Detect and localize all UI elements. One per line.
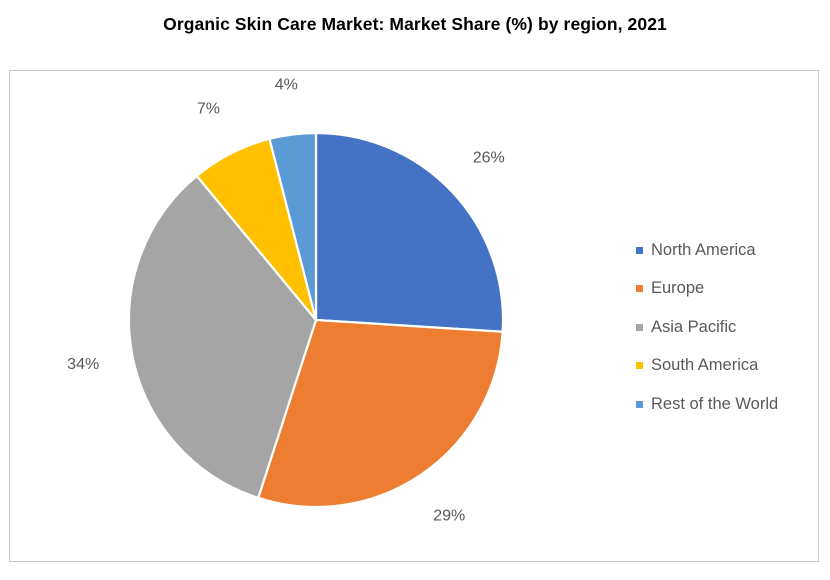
data-label-north-america: 26%	[473, 149, 505, 166]
data-label-europe: 29%	[433, 508, 465, 525]
pie-slice-rest-of-the-world	[268, 131, 318, 322]
legend-item-asia-pacific: Asia Pacific	[636, 308, 778, 347]
pie-slice-north-america	[314, 131, 505, 333]
pie-slice-asia-pacific	[127, 174, 318, 499]
legend-item-north-america: North America	[636, 231, 778, 270]
legend-swatch-europe	[636, 285, 643, 293]
legend-label-europe: Europe	[651, 279, 705, 298]
legend-swatch-south-america	[636, 362, 643, 370]
legend-swatch-asia-pacific	[636, 323, 643, 331]
legend-swatch-north-america	[636, 246, 643, 254]
legend-swatch-rest-of-the-world	[636, 400, 643, 408]
legend-label-rest-of-the-world: Rest of the World	[651, 394, 779, 413]
legend-item-south-america: South America	[636, 347, 778, 386]
legend-label-asia-pacific: Asia Pacific	[651, 317, 737, 336]
data-label-south-america: 7%	[197, 100, 220, 117]
data-label-rest-of-the-world: 4%	[275, 76, 298, 93]
legend-label-north-america: North America	[651, 240, 756, 259]
pie-slice-europe	[257, 318, 504, 509]
chart-legend: North America Europe Asia Pacific South Ame…	[636, 231, 778, 424]
pie-data-labels: 26% 29% 34% 7% 4%	[67, 76, 505, 524]
pie-slices	[127, 131, 505, 509]
chart-title: Organic Skin Care Market: Market Share (…	[163, 14, 667, 34]
legend-label-south-america: South America	[651, 356, 759, 375]
data-label-asia-pacific: 34%	[67, 356, 99, 373]
legend-item-europe: Europe	[636, 270, 778, 309]
legend-item-rest-of-the-world: Rest of the World	[636, 385, 778, 424]
